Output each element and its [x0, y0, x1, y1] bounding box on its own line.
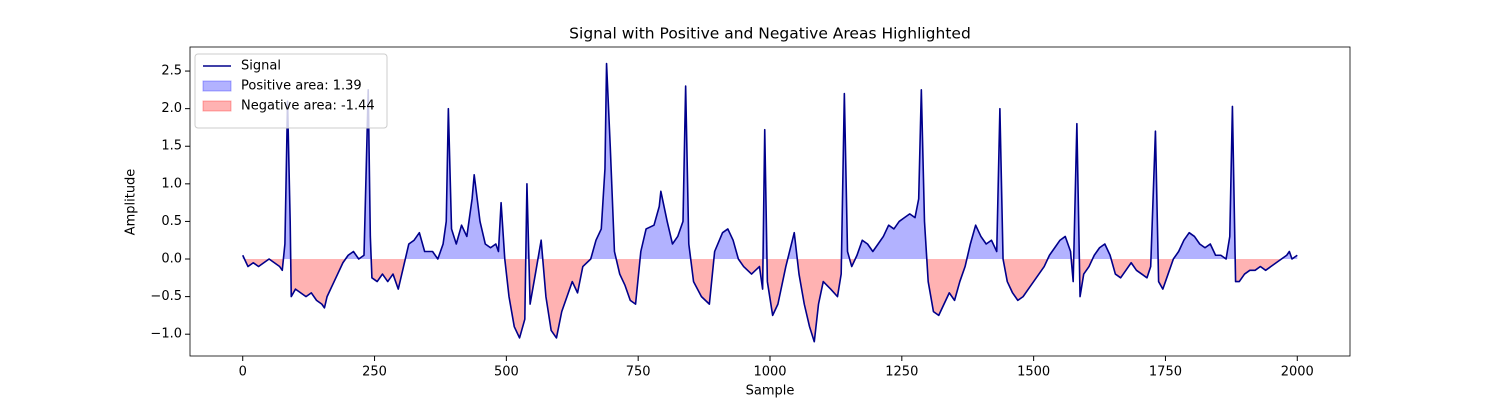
x-tick-label: 500: [494, 365, 519, 380]
y-tick-label: −1.0: [150, 327, 182, 342]
x-tick-label: 1250: [885, 365, 918, 380]
chart-title: Signal with Positive and Negative Areas …: [569, 25, 971, 43]
fill-area: [242, 259, 1298, 342]
signal-line: [242, 62, 1298, 343]
legend-label: Negative area: -1.44: [241, 99, 375, 114]
legend-box: [194, 53, 388, 129]
x-axis-label: Sample: [746, 384, 795, 399]
legend-patch: [202, 100, 232, 112]
x-tick-label: 250: [362, 365, 387, 380]
y-tick-label: −0.5: [150, 289, 182, 304]
y-tick-label: 1.5: [161, 139, 182, 154]
y-tick-label: 0.0: [161, 252, 182, 267]
x-tick-label: 2000: [1281, 365, 1314, 380]
x-tick-label: 750: [626, 365, 651, 380]
legend-label: Positive area: 1.39: [241, 79, 362, 94]
x-tick-label: 1000: [753, 365, 786, 380]
y-tick-label: 0.5: [161, 214, 182, 229]
x-tick-label: 1500: [1017, 365, 1050, 380]
y-tick-label: 2.5: [161, 64, 182, 79]
plot-frame: [189, 46, 1351, 357]
x-tick-label: 0: [239, 365, 247, 380]
y-tick-label: 1.0: [161, 176, 182, 191]
x-tick-label: 1750: [1149, 365, 1182, 380]
legend: Signal Positive area: 1.39 Negative area: …: [194, 53, 388, 129]
fill-area: [242, 63, 1298, 260]
legend-patch: [202, 80, 232, 92]
y-tick-label: 2.0: [161, 101, 182, 116]
y-axis-label: Amplitude: [124, 169, 139, 236]
legend-label: Signal: [241, 59, 281, 74]
